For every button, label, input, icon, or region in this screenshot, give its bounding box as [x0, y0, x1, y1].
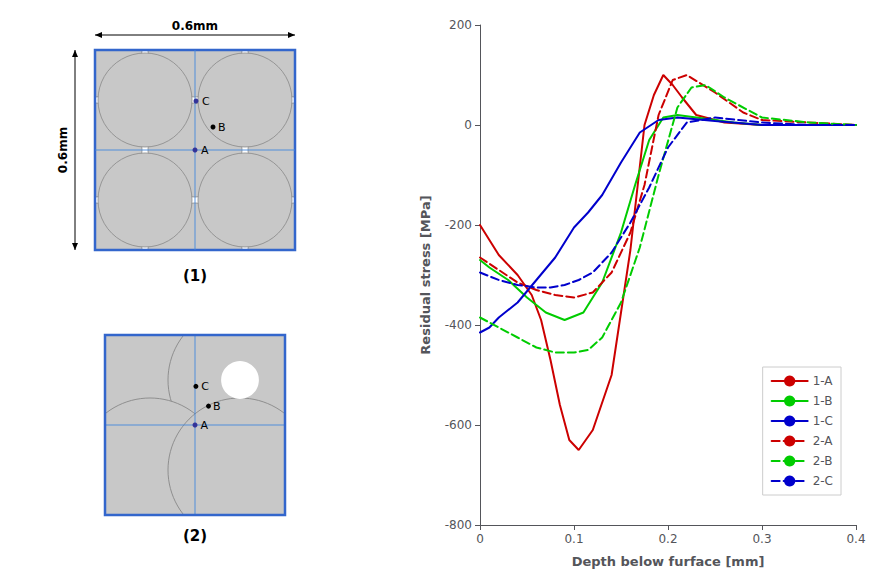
- svg-text:2-B: 2-B: [813, 454, 833, 468]
- svg-text:C: C: [202, 95, 210, 108]
- svg-text:Residual stress [MPa]: Residual stress [MPa]: [418, 195, 433, 354]
- svg-text:B: B: [218, 121, 226, 134]
- svg-text:2-C: 2-C: [813, 474, 833, 488]
- svg-text:200: 200: [449, 18, 472, 32]
- svg-text:0.3: 0.3: [752, 532, 771, 546]
- svg-text:0.6mm: 0.6mm: [172, 19, 218, 33]
- svg-text:0.1: 0.1: [564, 532, 583, 546]
- svg-text:B: B: [213, 400, 221, 413]
- svg-text:-400: -400: [445, 318, 472, 332]
- svg-text:-600: -600: [445, 418, 472, 432]
- svg-text:C: C: [201, 380, 209, 393]
- svg-text:A: A: [201, 144, 209, 157]
- svg-text:-800: -800: [445, 518, 472, 532]
- svg-text:0.2: 0.2: [658, 532, 677, 546]
- svg-text:1-A: 1-A: [813, 374, 834, 388]
- svg-text:(1): (1): [183, 267, 207, 285]
- svg-text:Depth below furface [mm]: Depth below furface [mm]: [572, 554, 765, 569]
- svg-text:1-C: 1-C: [813, 414, 833, 428]
- svg-text:(2): (2): [183, 527, 207, 545]
- svg-text:0: 0: [476, 532, 484, 546]
- svg-text:-200: -200: [445, 218, 472, 232]
- svg-text:0.6mm: 0.6mm: [56, 127, 70, 173]
- svg-text:1-B: 1-B: [813, 394, 833, 408]
- svg-text:0.4: 0.4: [846, 532, 865, 546]
- svg-text:2-A: 2-A: [813, 434, 834, 448]
- svg-text:0: 0: [464, 118, 472, 132]
- svg-text:A: A: [200, 419, 208, 432]
